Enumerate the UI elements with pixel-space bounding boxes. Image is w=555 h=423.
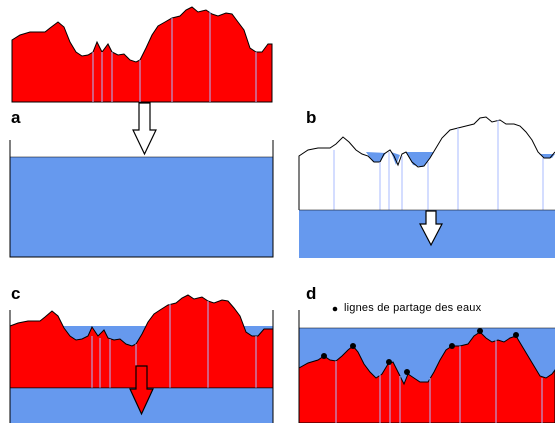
panel-label-d: d [306,284,317,303]
watershed-dots [321,328,519,375]
relief-shape-c [9,294,274,389]
panel-a [9,140,274,258]
arrow-down-b [419,210,443,247]
local-minima-pools [366,152,555,167]
water-body-a [10,157,273,257]
panel-d [298,306,555,423]
relief-outline-b [298,116,555,210]
relief-dividers [92,12,257,102]
panel-label-b: b [306,108,317,127]
legend-bullet [332,306,338,312]
relief-profile-top [11,6,273,103]
relief-dividers-c [91,301,257,388]
tank-outline-a [9,140,274,258]
arrow-down-c [129,365,154,416]
legend-label: lignes de partage des eaux [344,302,482,314]
watershed-lines-d [335,340,543,423]
relief-shape [11,6,273,103]
panel-c [9,294,274,423]
tank-outline-c [9,310,274,423]
relief-dividers-b [333,120,544,210]
panel-label-c: c [11,284,21,303]
panel-label-a: a [11,108,21,127]
arrow-down-a [132,102,157,156]
panel-b [298,116,555,258]
relief-shape-d [298,331,555,423]
